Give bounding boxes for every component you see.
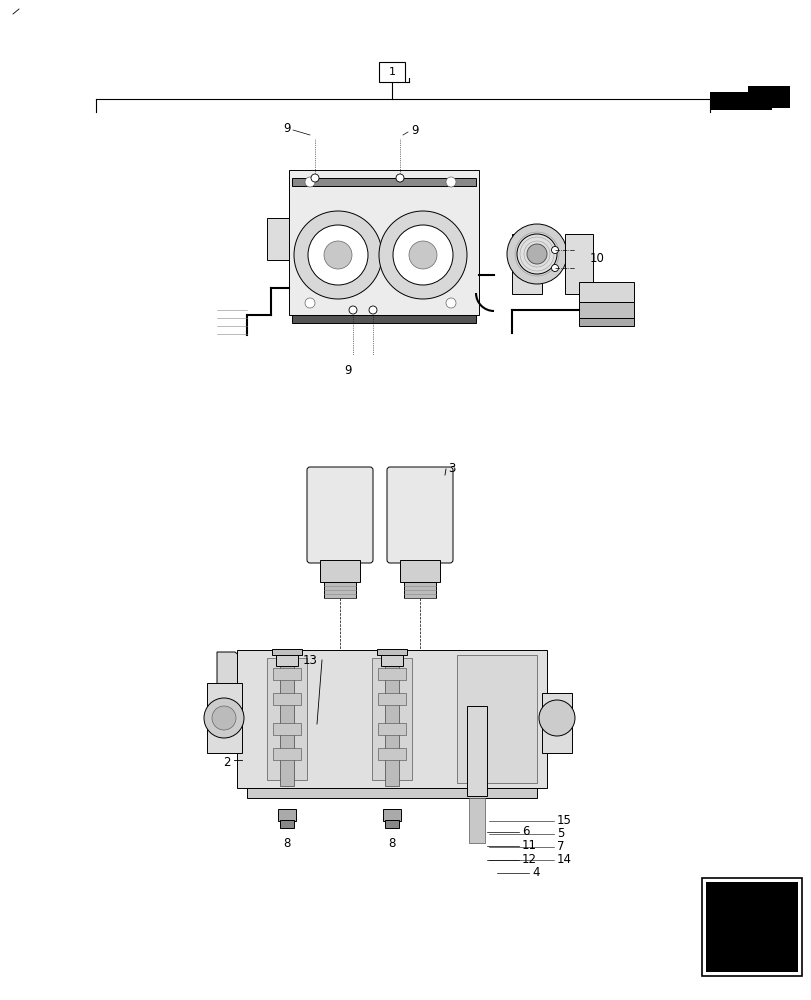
Bar (384, 652, 398, 786)
FancyBboxPatch shape (387, 467, 453, 563)
Bar (564, 234, 592, 294)
Bar (578, 282, 633, 302)
Circle shape (506, 224, 566, 284)
Text: 9: 9 (344, 363, 351, 376)
Circle shape (305, 177, 315, 187)
Circle shape (526, 244, 547, 264)
Circle shape (311, 174, 319, 182)
Bar (578, 302, 633, 318)
Bar (378, 668, 406, 680)
Polygon shape (719, 54, 766, 94)
Circle shape (368, 306, 376, 314)
Bar (457, 655, 536, 783)
Bar (378, 723, 406, 735)
FancyBboxPatch shape (307, 467, 372, 563)
Bar (378, 693, 406, 705)
Polygon shape (217, 652, 247, 700)
Bar (541, 693, 571, 753)
Bar (280, 652, 294, 786)
Text: 9: 9 (283, 122, 290, 135)
Bar (272, 649, 302, 655)
Bar (466, 706, 487, 796)
Bar (371, 658, 411, 780)
Circle shape (445, 298, 456, 308)
Bar (469, 798, 484, 843)
Text: 3: 3 (448, 462, 455, 475)
Text: 6: 6 (521, 825, 529, 838)
Text: 5: 5 (556, 827, 564, 840)
Text: 15: 15 (556, 814, 571, 827)
Text: 12: 12 (521, 853, 536, 866)
Circle shape (445, 177, 456, 187)
Bar (267, 218, 289, 260)
Bar (378, 748, 406, 760)
Bar (247, 788, 536, 798)
Bar (705, 882, 797, 972)
Bar (292, 315, 475, 323)
Bar (512, 234, 541, 294)
Text: 8: 8 (388, 837, 395, 850)
Bar (292, 178, 475, 186)
Bar (400, 560, 440, 582)
Polygon shape (709, 86, 789, 108)
Bar (324, 582, 355, 598)
Circle shape (212, 706, 236, 730)
Bar (277, 809, 296, 821)
Bar (267, 658, 307, 780)
Circle shape (204, 698, 243, 738)
Text: 4: 4 (531, 866, 539, 880)
Bar (379, 62, 405, 82)
Text: 2: 2 (223, 756, 230, 770)
Bar (276, 650, 298, 666)
Bar (289, 170, 478, 315)
Circle shape (349, 306, 357, 314)
Text: 14: 14 (556, 853, 571, 866)
Bar (380, 650, 402, 666)
Text: 9: 9 (410, 124, 418, 137)
Text: 7: 7 (556, 840, 564, 853)
Circle shape (396, 174, 404, 182)
Bar (376, 649, 406, 655)
Circle shape (551, 264, 558, 271)
Circle shape (539, 700, 574, 736)
Circle shape (517, 234, 556, 274)
Text: 11: 11 (521, 839, 536, 852)
Circle shape (551, 246, 558, 253)
Circle shape (409, 241, 436, 269)
Bar (272, 668, 301, 680)
Text: 1: 1 (388, 67, 395, 77)
Bar (404, 582, 436, 598)
Bar (272, 748, 301, 760)
Circle shape (379, 211, 466, 299)
Polygon shape (713, 50, 773, 86)
Bar (705, 882, 797, 972)
Circle shape (305, 298, 315, 308)
Bar (237, 650, 547, 788)
Bar (702, 878, 801, 976)
Circle shape (393, 225, 453, 285)
Circle shape (307, 225, 367, 285)
Text: 10: 10 (590, 252, 604, 265)
Bar (578, 318, 633, 326)
Bar (384, 820, 398, 828)
Bar (383, 809, 401, 821)
Bar (280, 820, 294, 828)
Circle shape (324, 241, 351, 269)
Bar (207, 683, 242, 753)
Circle shape (294, 211, 381, 299)
Polygon shape (709, 94, 771, 110)
Bar (272, 693, 301, 705)
Text: 13: 13 (303, 654, 317, 666)
Bar (272, 723, 301, 735)
Bar (320, 560, 359, 582)
Text: 8: 8 (283, 837, 290, 850)
